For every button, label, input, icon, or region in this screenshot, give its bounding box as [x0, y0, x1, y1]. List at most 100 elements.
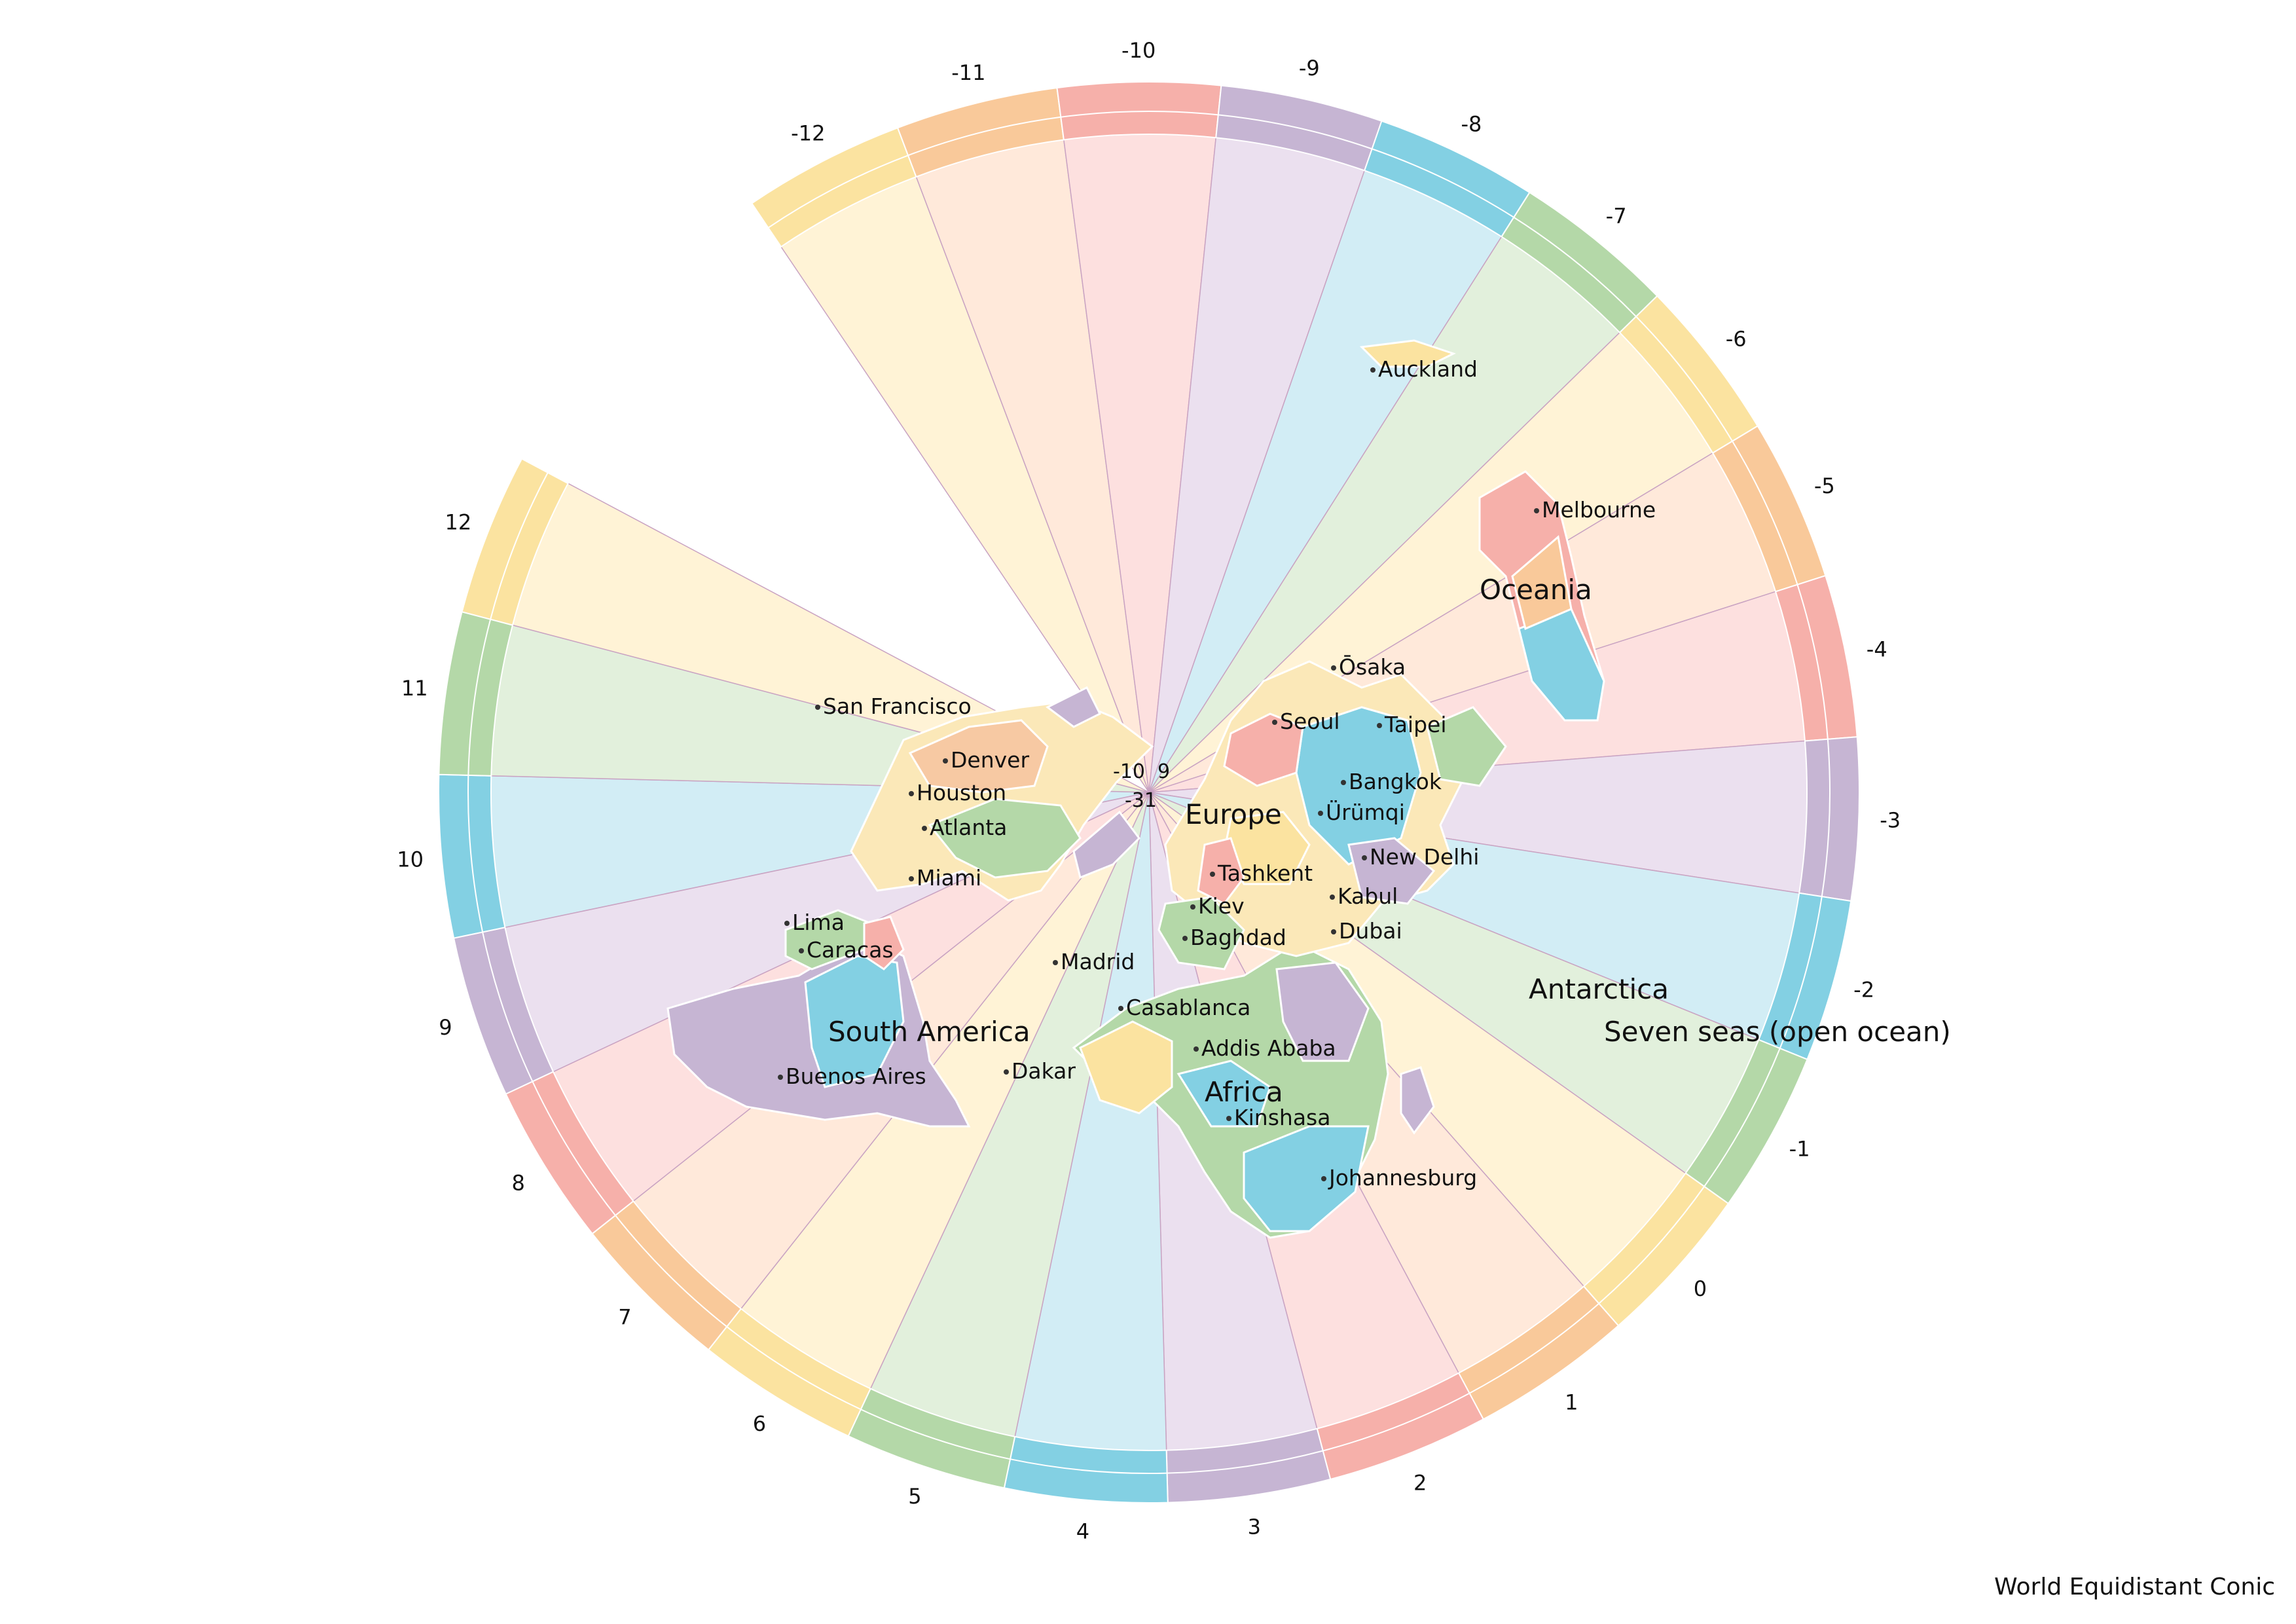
east-africa-region	[1275, 961, 1370, 1062]
center-label: -31	[1125, 789, 1157, 812]
time-zone-ring	[1635, 316, 1733, 442]
city-marker	[1377, 723, 1382, 728]
greenland	[1072, 810, 1140, 879]
city-label: Atlanta	[930, 815, 1007, 840]
time-zone-ring	[1372, 148, 1514, 218]
time-zone-label: 10	[397, 847, 424, 872]
us-east-region	[928, 798, 1082, 879]
city-label: Kinshasa	[1234, 1105, 1330, 1130]
alaska	[1046, 686, 1102, 728]
city-label: Dubai	[1339, 918, 1402, 944]
time-zone-label: 3	[1248, 1515, 1261, 1540]
city-label: Baghdad	[1190, 925, 1286, 950]
time-zone-band	[461, 458, 569, 626]
city-marker	[1182, 936, 1188, 941]
city-marker	[1053, 960, 1058, 965]
city-marker	[909, 791, 914, 796]
city-marker	[1210, 872, 1215, 877]
russia-region	[1295, 706, 1422, 866]
time-zone-ring	[467, 619, 492, 775]
time-zone-ring	[532, 1081, 616, 1216]
city-marker	[1004, 1069, 1009, 1075]
time-zone-ring	[467, 775, 484, 932]
time-zone-label: 2	[1413, 1471, 1427, 1496]
time-zone-label: -10	[1121, 38, 1156, 63]
city-marker	[1331, 929, 1336, 934]
continent-label: Seven seas (open ocean)	[1604, 1016, 1951, 1048]
china-region	[1223, 712, 1304, 787]
city-label: Melbourne	[1542, 497, 1656, 523]
city-label: San Francisco	[823, 693, 972, 719]
city-label: Denver	[951, 747, 1029, 773]
city-marker	[1190, 904, 1195, 910]
time-zone-ring	[1598, 1186, 1705, 1304]
time-zone-label: 6	[753, 1411, 766, 1436]
south-asia-region	[1347, 837, 1436, 905]
europe-region	[1197, 837, 1245, 905]
city-label: New Delhi	[1370, 844, 1479, 870]
city-marker	[1226, 1116, 1231, 1121]
time-zone-ring	[615, 1215, 727, 1327]
continent-label: Antarctica	[1529, 973, 1669, 1005]
city-label: Caracas	[807, 937, 894, 963]
time-zone-label: 1	[1565, 1390, 1578, 1414]
city-marker	[1330, 895, 1335, 900]
time-zone-label: -5	[1814, 473, 1835, 498]
city-marker	[1118, 1006, 1123, 1011]
south-africa-region	[1243, 1125, 1370, 1232]
city-marker	[778, 1075, 783, 1080]
time-zone-ring	[482, 932, 534, 1082]
city-label: Seoul	[1280, 709, 1340, 734]
time-zone-label: -3	[1880, 808, 1901, 833]
time-zone-label: 12	[445, 509, 471, 534]
time-zone-ring	[1167, 1450, 1323, 1474]
time-zone-label: 7	[618, 1305, 631, 1330]
city-marker	[784, 921, 790, 926]
time-zone-ring	[907, 116, 1061, 157]
city-marker	[1194, 1046, 1199, 1052]
city-label: Tashkent	[1217, 860, 1313, 886]
time-zone-label: 0	[1694, 1276, 1707, 1301]
time-zone-ring	[1010, 1458, 1167, 1474]
city-marker	[799, 948, 804, 953]
time-zone-sectors: -12-11-10-9-8-7-6-5-4-3-2-10123456789101…	[397, 38, 1901, 1543]
center-label: 9	[1157, 760, 1170, 783]
time-zone-label: 11	[401, 676, 428, 701]
continent-label-south-america: South America	[828, 1016, 1030, 1048]
time-zone-label: -2	[1853, 978, 1874, 1003]
continent-label: Oceania	[1480, 574, 1592, 606]
time-zone-ring	[726, 1326, 862, 1411]
time-zone-label: 4	[1076, 1519, 1089, 1543]
city-label: Buenos Aires	[786, 1063, 926, 1089]
middle-east-region	[1157, 896, 1245, 970]
time-zone-label: -4	[1867, 637, 1887, 661]
city-marker	[943, 758, 948, 764]
madagascar	[1400, 1066, 1435, 1135]
city-label: Dakar	[1011, 1058, 1076, 1084]
time-zone-label: 9	[439, 1015, 452, 1040]
map-caption: World Equidistant Conic	[1994, 1574, 2275, 1600]
city-marker	[1321, 1176, 1326, 1181]
time-zone-ring	[860, 1409, 1011, 1460]
city-label: Johannesburg	[1328, 1165, 1477, 1190]
time-zone-ring	[1796, 584, 1829, 739]
time-zone-ring	[1732, 441, 1798, 585]
time-zone-label: -6	[1726, 326, 1747, 351]
time-zone-label: -9	[1299, 56, 1320, 81]
west-africa-region	[1079, 1020, 1173, 1115]
city-marker	[1534, 508, 1539, 513]
center-label: -10	[1113, 760, 1145, 783]
time-zone-ring	[767, 155, 909, 229]
central-africa-region	[1176, 1060, 1271, 1128]
city-label: Ürümqi	[1326, 799, 1405, 825]
usa-region	[908, 719, 1049, 794]
city-label: Kabul	[1338, 883, 1398, 909]
city-label: Bangkok	[1349, 769, 1442, 794]
time-zone-label: -12	[791, 121, 825, 146]
time-zone-label: 8	[511, 1170, 524, 1195]
city-marker	[1341, 780, 1346, 785]
city-label: Kiev	[1198, 893, 1245, 919]
city-marker	[909, 876, 914, 881]
time-zone-ring	[1513, 217, 1637, 318]
